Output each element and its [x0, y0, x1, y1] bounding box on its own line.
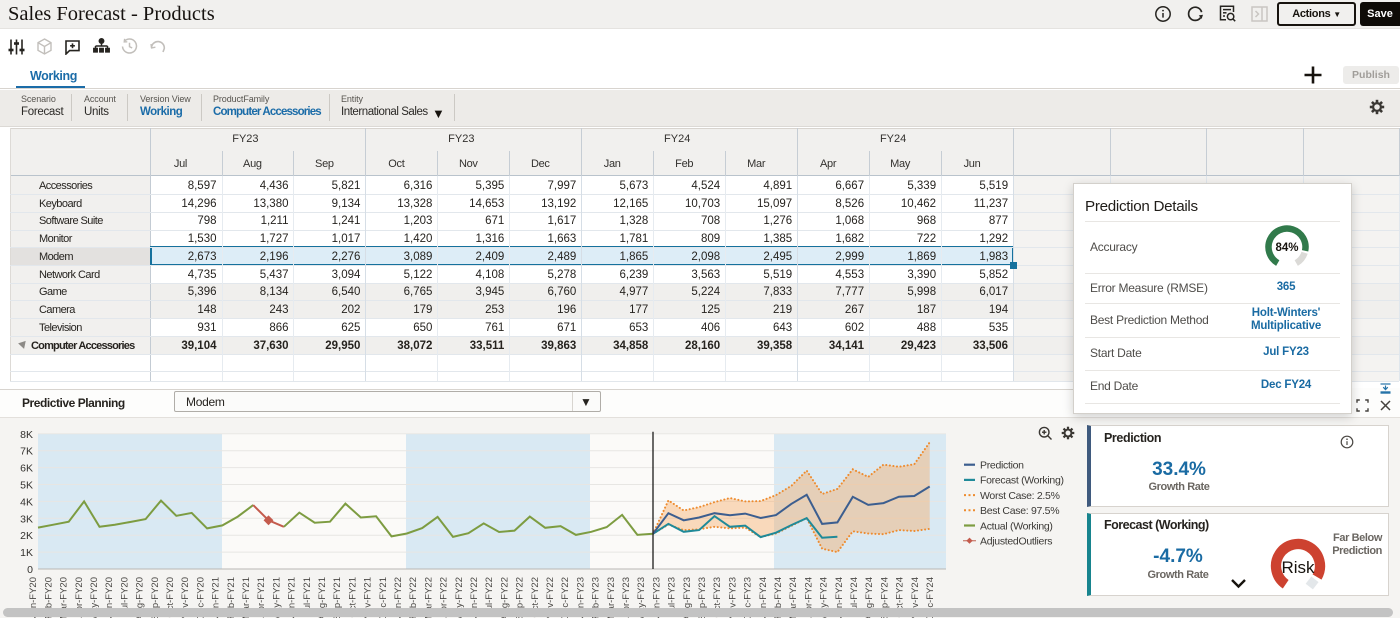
svg-text:2K: 2K — [20, 530, 33, 542]
svg-text:Apr-FY22: Apr-FY22 — [439, 577, 450, 618]
svg-text:1K: 1K — [20, 547, 33, 559]
svg-text:Nov-FY21: Nov-FY21 — [363, 577, 374, 618]
svg-text:May-FY23: May-FY23 — [636, 577, 647, 618]
svg-text:Jun-FY23: Jun-FY23 — [651, 577, 662, 618]
svg-text:Jul-FY23: Jul-FY23 — [667, 577, 678, 615]
svg-text:Mar-FY20: Mar-FY20 — [59, 577, 70, 618]
svg-text:Dec-FY24: Dec-FY24 — [925, 577, 936, 618]
svg-text:Aug-FY22: Aug-FY22 — [499, 577, 510, 618]
svg-text:Feb-FY21: Feb-FY21 — [226, 577, 237, 618]
svg-text:Dec-FY22: Dec-FY22 — [560, 577, 571, 618]
svg-text:5K: 5K — [20, 480, 33, 492]
svg-text:Jul-FY21: Jul-FY21 — [302, 577, 313, 615]
svg-text:3K: 3K — [20, 513, 33, 525]
svg-text:8K: 8K — [20, 429, 33, 441]
svg-text:Oct-FY24: Oct-FY24 — [895, 577, 906, 618]
svg-text:Nov-FY22: Nov-FY22 — [545, 577, 556, 618]
svg-text:May-FY21: May-FY21 — [271, 577, 282, 618]
svg-text:Jul-FY20: Jul-FY20 — [119, 577, 130, 615]
svg-text:Sep-FY22: Sep-FY22 — [515, 577, 526, 618]
svg-text:Aug-FY21: Aug-FY21 — [317, 577, 328, 618]
svg-text:Jun-FY22: Jun-FY22 — [469, 577, 480, 618]
svg-text:Feb-FY22: Feb-FY22 — [408, 577, 419, 618]
svg-text:May-FY24: May-FY24 — [819, 577, 830, 618]
svg-text:Prediction: Prediction — [980, 460, 1024, 472]
svg-text:Nov-FY20: Nov-FY20 — [180, 577, 191, 618]
svg-text:Jun-FY24: Jun-FY24 — [834, 577, 845, 618]
svg-text:Sep-FY24: Sep-FY24 — [879, 577, 890, 618]
svg-text:Mar-FY24: Mar-FY24 — [788, 577, 799, 618]
svg-text:Jan-FY20: Jan-FY20 — [28, 577, 39, 618]
svg-text:Jan-FY21: Jan-FY21 — [211, 577, 222, 618]
svg-text:Jan-FY22: Jan-FY22 — [393, 577, 404, 618]
svg-text:4K: 4K — [20, 496, 33, 508]
svg-text:Aug-FY20: Aug-FY20 — [135, 577, 146, 618]
svg-text:Aug-FY23: Aug-FY23 — [682, 577, 693, 618]
svg-text:Sep-FY23: Sep-FY23 — [697, 577, 708, 618]
svg-text:Best Case: 97.5%: Best Case: 97.5% — [980, 505, 1059, 517]
svg-text:Feb-FY20: Feb-FY20 — [43, 577, 54, 618]
svg-text:Dec-FY23: Dec-FY23 — [743, 577, 754, 618]
svg-text:Feb-FY23: Feb-FY23 — [591, 577, 602, 618]
svg-text:May-FY20: May-FY20 — [89, 577, 100, 618]
svg-text:Sep-FY21: Sep-FY21 — [332, 577, 343, 618]
svg-text:Oct-FY21: Oct-FY21 — [347, 577, 358, 618]
svg-text:Oct-FY22: Oct-FY22 — [530, 577, 541, 618]
svg-text:Jan-FY23: Jan-FY23 — [575, 577, 586, 618]
svg-text:7K: 7K — [20, 446, 33, 458]
svg-text:Mar-FY21: Mar-FY21 — [241, 577, 252, 618]
svg-text:Jun-FY21: Jun-FY21 — [287, 577, 298, 618]
svg-text:Jun-FY20: Jun-FY20 — [104, 577, 115, 618]
svg-text:Jan-FY24: Jan-FY24 — [758, 577, 769, 618]
svg-text:Oct-FY23: Oct-FY23 — [712, 577, 723, 618]
svg-text:Dec-FY20: Dec-FY20 — [195, 577, 206, 618]
svg-text:Apr-FY23: Apr-FY23 — [621, 577, 632, 618]
svg-text:Apr-FY24: Apr-FY24 — [803, 577, 814, 618]
svg-text:Mar-FY22: Mar-FY22 — [423, 577, 434, 618]
svg-text:Risk: Risk — [1281, 558, 1315, 577]
svg-text:Jul-FY24: Jul-FY24 — [849, 577, 860, 615]
svg-text:Apr-FY21: Apr-FY21 — [256, 577, 267, 618]
svg-text:Apr-FY20: Apr-FY20 — [74, 577, 85, 618]
svg-text:Feb-FY24: Feb-FY24 — [773, 577, 784, 618]
svg-text:84%: 84% — [1275, 242, 1298, 254]
svg-text:Worst Case: 2.5%: Worst Case: 2.5% — [980, 490, 1060, 502]
svg-text:Dec-FY21: Dec-FY21 — [378, 577, 389, 618]
svg-text:May-FY22: May-FY22 — [454, 577, 465, 618]
svg-text:Aug-FY24: Aug-FY24 — [864, 577, 875, 618]
svg-text:Actual (Working): Actual (Working) — [980, 520, 1053, 532]
svg-text:Jul-FY22: Jul-FY22 — [484, 577, 495, 615]
svg-text:AdjustedOutliers: AdjustedOutliers — [980, 536, 1052, 548]
svg-text:Oct-FY20: Oct-FY20 — [165, 577, 176, 618]
svg-text:Mar-FY23: Mar-FY23 — [606, 577, 617, 618]
svg-text:6K: 6K — [20, 463, 33, 475]
svg-text:Nov-FY24: Nov-FY24 — [910, 577, 921, 618]
svg-text:Forecast (Working): Forecast (Working) — [980, 475, 1064, 487]
svg-text:0: 0 — [27, 564, 33, 576]
svg-text:Nov-FY23: Nov-FY23 — [727, 577, 738, 618]
svg-text:Sep-FY20: Sep-FY20 — [150, 577, 161, 618]
